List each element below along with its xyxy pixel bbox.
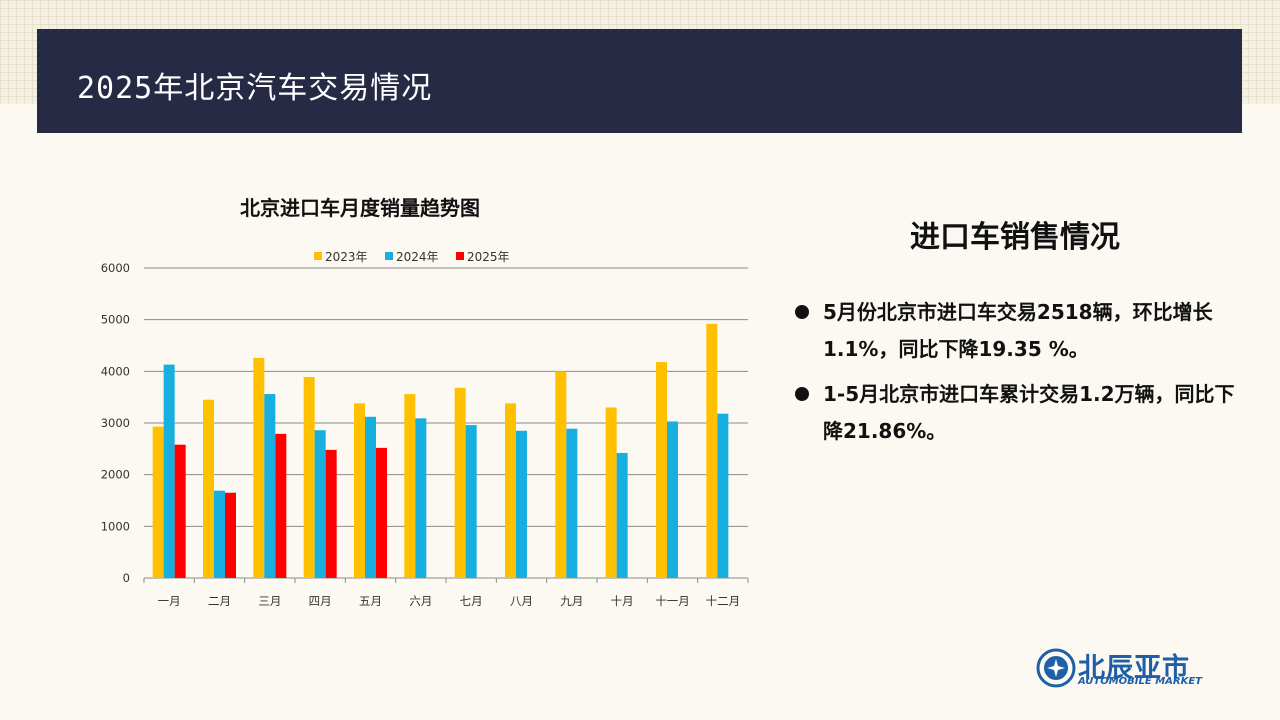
legend-swatch-1 <box>385 252 393 260</box>
y-tick-label: 2000 <box>101 468 130 482</box>
x-tick-label: 四月 <box>309 594 332 608</box>
x-tick-label: 九月 <box>560 594 583 608</box>
y-tick-label: 1000 <box>101 519 130 533</box>
bar-2023年-六月 <box>404 394 416 578</box>
bar-2024年-十月 <box>616 452 628 578</box>
bar-2024年-十二月 <box>717 413 729 578</box>
y-tick-label: 3000 <box>101 416 130 430</box>
logo-emblem-icon <box>1036 648 1076 688</box>
bar-2025年-二月 <box>225 492 236 578</box>
bar-2023年-十月 <box>605 407 617 578</box>
x-tick-label: 七月 <box>460 594 483 608</box>
bullet-text-2: 1-5月北京市进口车累计交易1.2万辆，同比下降21.86%。 <box>823 382 1235 443</box>
legend-label-2: 2025年 <box>467 250 510 264</box>
x-tick-label: 一月 <box>158 594 181 608</box>
bar-2024年-七月 <box>465 425 477 578</box>
bar-2025年-三月 <box>275 433 287 578</box>
x-tick-label: 六月 <box>409 594 432 608</box>
x-tick-label: 二月 <box>208 594 231 608</box>
x-tick-label: 三月 <box>258 594 281 608</box>
x-tick-label: 十一月 <box>655 594 690 608</box>
bar-2024年-九月 <box>566 428 578 578</box>
bar-2023年-七月 <box>454 387 466 578</box>
bullet-dot-icon <box>795 387 809 401</box>
bar-2023年-三月 <box>253 357 265 578</box>
bar-2023年-一月 <box>152 426 164 578</box>
bar-2023年-十二月 <box>706 323 718 578</box>
bullet-dot-icon <box>795 305 809 319</box>
bullet-text-1: 5月份北京市进口车交易2518辆，环比增长1.1%，同比下降19.35 %。 <box>823 300 1213 361</box>
header-banner: 2025年北京汽车交易情况 <box>37 29 1242 133</box>
y-tick-label: 5000 <box>101 313 130 327</box>
bar-2024年-五月 <box>365 416 376 578</box>
legend-swatch-0 <box>314 252 322 260</box>
bullet-item-1: 5月份北京市进口车交易2518辆，环比增长1.1%，同比下降19.35 %。 <box>795 294 1245 368</box>
bar-2024年-四月 <box>314 430 326 578</box>
y-tick-label: 4000 <box>101 364 130 378</box>
page-title: 2025年北京汽车交易情况 <box>77 71 433 106</box>
x-tick-label: 十二月 <box>706 594 741 608</box>
chart-title: 北京进口车月度销量趋势图 <box>240 196 480 220</box>
legend-label-1: 2024年 <box>396 250 439 264</box>
bar-chart: 北京进口车月度销量趋势图 2023年 2024年 2025年 0 1000 2000 3000… <box>101 196 749 608</box>
bullet-item-2: 1-5月北京市进口车累计交易1.2万辆，同比下降21.86%。 <box>795 376 1245 450</box>
logo-text-en: AUTOMOBILE MARKET <box>1078 676 1203 687</box>
y-tick-label: 0 <box>123 571 130 585</box>
company-logo: 北辰亚市 AUTOMOBILE MARKET <box>1036 646 1216 692</box>
side-title: 进口车销售情况 <box>910 220 1120 255</box>
bar-2024年-十一月 <box>667 421 678 578</box>
bar-2024年-一月 <box>163 364 175 578</box>
bar-2025年-四月 <box>325 449 337 578</box>
x-tick-label: 八月 <box>510 594 533 608</box>
bar-2023年-二月 <box>203 399 214 578</box>
y-tick-label: 6000 <box>101 261 130 275</box>
bar-2023年-九月 <box>555 371 567 578</box>
legend-swatch-2 <box>456 252 464 260</box>
bar-2023年-四月 <box>303 377 315 578</box>
bar-2025年-一月 <box>174 444 186 578</box>
bar-2023年-十一月 <box>656 362 667 578</box>
logo-text-cn: 北辰亚市 <box>1078 653 1190 684</box>
bar-2025年-五月 <box>376 447 387 578</box>
bar-2024年-六月 <box>415 418 427 578</box>
x-tick-label: 十月 <box>611 594 634 608</box>
bar-2024年-二月 <box>214 490 225 578</box>
bar-2023年-八月 <box>505 403 516 578</box>
bar-2024年-三月 <box>264 394 276 578</box>
bar-2023年-五月 <box>354 403 365 578</box>
bullet-list: 5月份北京市进口车交易2518辆，环比增长1.1%，同比下降19.35 %。 1… <box>795 294 1245 458</box>
legend-label-0: 2023年 <box>325 250 368 264</box>
bar-2024年-八月 <box>516 430 527 578</box>
x-tick-label: 五月 <box>359 594 382 608</box>
